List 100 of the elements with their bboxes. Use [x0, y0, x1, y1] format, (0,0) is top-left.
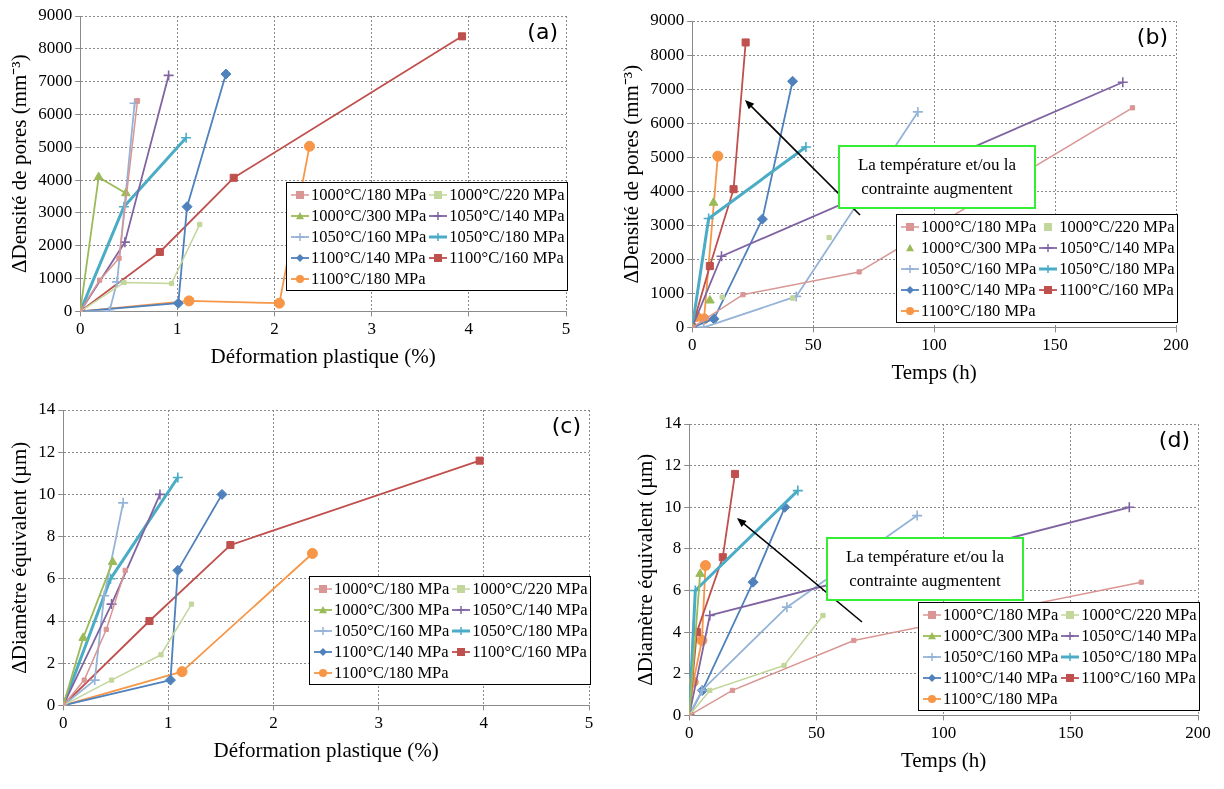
- legend-label: 1000°C/220 MPa: [1081, 604, 1197, 626]
- y-tick-label: 4000: [650, 180, 685, 200]
- legend-label: 1000°C/300 MPa: [943, 625, 1059, 647]
- y-tick-label: 8: [46, 526, 56, 546]
- x-tick-label: 3: [367, 319, 376, 339]
- legend-label: 1100°C/140 MPa: [921, 279, 1036, 301]
- x-tick-label: 100: [921, 335, 947, 355]
- legend-label: 1100°C/180 MPa: [921, 300, 1036, 322]
- legend-label: 1100°C/140 MPa: [334, 641, 449, 663]
- y-tick-label: 8000: [650, 44, 685, 64]
- y-axis-title: ΔDiamètre équivalent (µm): [7, 441, 32, 674]
- y-tick-label: 12: [664, 455, 682, 475]
- chart-title: (d): [1158, 426, 1190, 452]
- annotation: La température et/ou la contrainte augmentent: [838, 145, 1036, 209]
- y-tick-label: 4: [46, 610, 56, 630]
- legend-label: 1050°C/140 MPa: [449, 205, 565, 227]
- legend-label: 1050°C/180 MPa: [1081, 646, 1197, 668]
- legend-label: 1050°C/160 MPa: [334, 620, 450, 642]
- x-tick-label: 100: [930, 723, 957, 743]
- y-tick-label: 14: [38, 399, 56, 419]
- y-tick-label: 4: [672, 621, 682, 641]
- y-tick-label: 5000: [38, 136, 73, 156]
- legend-label: 1000°C/300 MPa: [921, 237, 1037, 259]
- chart-title: (b): [1136, 23, 1168, 49]
- x-tick-label: 2: [269, 713, 278, 733]
- legend-label: 1100°C/180 MPa: [943, 688, 1058, 710]
- legend-label: 1100°C/160 MPa: [449, 247, 564, 269]
- legend-label: 1050°C/160 MPa: [921, 258, 1037, 280]
- x-tick-label: 200: [1185, 723, 1211, 743]
- y-tick-label: 7000: [650, 78, 685, 98]
- y-tick-label: 10: [38, 483, 56, 503]
- legend-label: 1050°C/180 MPa: [472, 620, 588, 642]
- x-tick-label: 4: [464, 319, 474, 339]
- x-tick-label: 1: [164, 713, 173, 733]
- y-tick-label: 2000: [38, 235, 73, 255]
- x-tick-label: 150: [1042, 335, 1068, 355]
- x-axis-title: Temps (h): [900, 747, 987, 772]
- legend-label: 1050°C/140 MPa: [472, 599, 588, 621]
- y-tick-label: 5000: [650, 146, 685, 166]
- legend-label: 1000°C/220 MPa: [1059, 216, 1175, 238]
- annotation: La température et/ou la contrainte augmentent: [826, 537, 1024, 601]
- legend-label: 1050°C/180 MPa: [449, 226, 565, 248]
- legend-label: 1100°C/140 MPa: [311, 247, 426, 269]
- y-tick-label: 0: [46, 694, 56, 714]
- x-tick-label: 1: [173, 319, 182, 339]
- y-tick-label: 2: [46, 652, 56, 672]
- x-axis-title: Temps (h): [891, 359, 977, 384]
- y-axis-title: ΔDiamètre équivalent (µm): [633, 453, 658, 686]
- y-tick-label: 1000: [650, 282, 685, 302]
- y-tick-label: 4000: [38, 169, 73, 189]
- y-tick-label: 6000: [650, 112, 685, 132]
- y-tick-label: 7000: [38, 71, 73, 91]
- x-tick-label: 50: [804, 335, 822, 355]
- y-tick-label: 6000: [38, 103, 73, 123]
- legend-label: 1000°C/300 MPa: [311, 205, 427, 227]
- y-tick-label: 9000: [650, 10, 685, 30]
- legend-label: 1050°C/160 MPa: [311, 226, 427, 248]
- x-axis-title: Déformation plastique (%): [213, 737, 439, 762]
- chart-title: (c): [551, 412, 581, 438]
- legend-label: 1050°C/160 MPa: [943, 646, 1059, 668]
- x-tick-label: 200: [1163, 335, 1189, 355]
- y-tick-label: 2000: [650, 248, 685, 268]
- y-tick-label: 3000: [650, 214, 685, 234]
- chart-title: (a): [527, 18, 558, 44]
- y-tick-label: 8000: [38, 38, 73, 58]
- legend-label: 1050°C/140 MPa: [1059, 237, 1175, 259]
- legend-label: 1000°C/180 MPa: [311, 184, 427, 206]
- y-tick-label: 3000: [38, 202, 73, 222]
- x-tick-label: 2: [270, 319, 279, 339]
- legend-label: 1100°C/160 MPa: [1059, 279, 1174, 301]
- y-tick-label: 2: [672, 663, 682, 683]
- y-axis-title: ΔDensité de pores (mm⁻³): [619, 64, 644, 284]
- y-tick-label: 8: [672, 538, 682, 558]
- y-tick-label: 1000: [38, 268, 73, 288]
- legend-label: 1000°C/180 MPa: [921, 216, 1037, 238]
- y-tick-label: 0: [63, 300, 73, 320]
- legend-label: 1100°C/180 MPa: [311, 268, 426, 290]
- x-tick-label: 5: [561, 319, 571, 339]
- legend-label: 1100°C/180 MPa: [334, 662, 449, 684]
- x-axis-title: Déformation plastique (%): [210, 343, 436, 368]
- x-tick-label: 150: [1058, 723, 1084, 743]
- y-tick-label: 6: [46, 568, 56, 588]
- legend-label: 1050°C/180 MPa: [1059, 258, 1175, 280]
- y-tick-label: 6: [672, 579, 682, 599]
- x-tick-label: 3: [374, 713, 383, 733]
- y-axis-title: ΔDensité de pores (mm⁻³): [7, 54, 32, 274]
- legend-label: 1000°C/180 MPa: [334, 578, 450, 600]
- y-tick-label: 9000: [38, 5, 73, 25]
- x-tick-label: 50: [807, 723, 825, 743]
- y-tick-label: 10: [664, 496, 682, 516]
- legend-label: 1050°C/140 MPa: [1081, 625, 1197, 647]
- x-tick-label: 4: [479, 713, 489, 733]
- legend-label: 1100°C/160 MPa: [1081, 667, 1196, 689]
- legend-label: 1100°C/160 MPa: [472, 641, 587, 663]
- y-tick-label: 14: [664, 413, 682, 433]
- legend-label: 1000°C/220 MPa: [449, 184, 565, 206]
- y-tick-label: 12: [38, 441, 56, 461]
- legend-label: 1100°C/140 MPa: [943, 667, 1058, 689]
- x-tick-label: 5: [584, 713, 594, 733]
- legend-label: 1000°C/300 MPa: [334, 599, 450, 621]
